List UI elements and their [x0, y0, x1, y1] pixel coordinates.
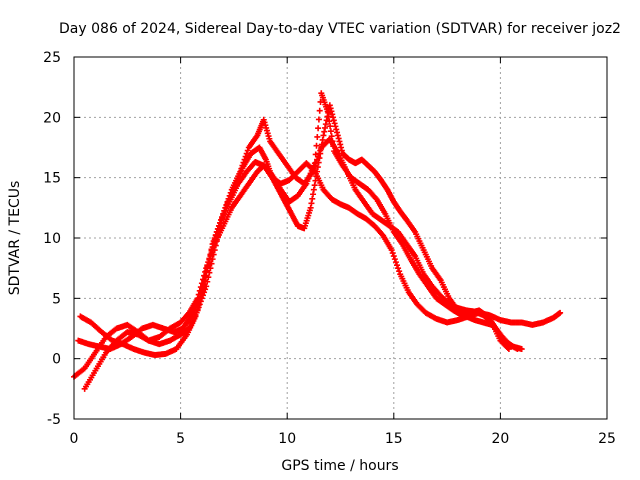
data-point	[210, 240, 217, 247]
data-point	[221, 207, 228, 214]
x-tick-label: 5	[176, 431, 185, 447]
x-tick-label: 25	[598, 431, 616, 447]
data-point	[204, 278, 211, 285]
data-point	[213, 228, 220, 235]
ticks	[73, 56, 608, 420]
data-point	[204, 263, 211, 270]
data-point	[201, 289, 208, 296]
data-point	[209, 244, 216, 251]
y-tick-label: 0	[52, 352, 61, 368]
data-point	[211, 236, 218, 243]
data-point	[313, 142, 320, 149]
data-point	[395, 265, 402, 272]
x-tick-label: 20	[491, 431, 509, 447]
data-point	[391, 256, 398, 263]
y-tick-label: 15	[43, 171, 61, 187]
series-track-4	[75, 102, 521, 353]
data-point	[393, 262, 400, 269]
data-point	[207, 265, 214, 272]
y-tick-label: 5	[52, 291, 61, 307]
data-point	[208, 260, 215, 267]
data-point	[205, 274, 212, 281]
data-point	[314, 133, 321, 140]
x-tick-label: 0	[70, 431, 79, 447]
data-point	[244, 147, 251, 154]
data-point	[218, 216, 225, 223]
x-tick-label: 10	[278, 431, 296, 447]
data-point	[206, 255, 213, 262]
data-point	[310, 165, 317, 172]
data-point	[514, 346, 521, 353]
series-layer	[71, 90, 564, 392]
x-axis-label: GPS time / hours	[281, 458, 398, 474]
data-point	[390, 253, 397, 260]
data-point	[389, 250, 396, 257]
data-point	[197, 290, 204, 297]
y-tick-label: -5	[47, 412, 61, 428]
data-point	[202, 272, 209, 279]
data-point	[388, 247, 395, 254]
data-point	[315, 125, 322, 132]
y-axis-label: SDTVAR / TECUs	[7, 181, 23, 296]
data-point	[557, 309, 564, 316]
chart-title: Day 086 of 2024, Sidereal Day-to-day VTE…	[59, 21, 621, 37]
data-point	[214, 225, 221, 232]
data-point	[219, 213, 226, 220]
data-point	[207, 251, 214, 258]
x-tick-label: 15	[385, 431, 403, 447]
data-point	[199, 281, 206, 288]
tick-labels: 0 5 10 15 20 25 -5 0 5 10 15 20 25	[43, 50, 616, 447]
data-point	[205, 259, 212, 266]
data-point	[196, 295, 203, 302]
y-tick-label: 10	[43, 231, 61, 247]
data-point	[212, 232, 219, 239]
data-point	[208, 247, 215, 254]
data-point	[217, 219, 224, 226]
data-point	[206, 269, 213, 276]
data-point	[198, 286, 205, 293]
data-point	[316, 107, 323, 114]
grid	[74, 57, 607, 419]
data-point	[201, 277, 208, 284]
data-point	[203, 268, 210, 275]
y-tick-label: 20	[43, 110, 61, 126]
y-tick-label: 25	[43, 50, 61, 66]
data-point	[315, 116, 322, 123]
data-point	[215, 222, 222, 229]
data-point	[203, 283, 210, 290]
data-point	[396, 268, 403, 275]
data-point	[220, 210, 227, 217]
data-point	[392, 259, 399, 266]
